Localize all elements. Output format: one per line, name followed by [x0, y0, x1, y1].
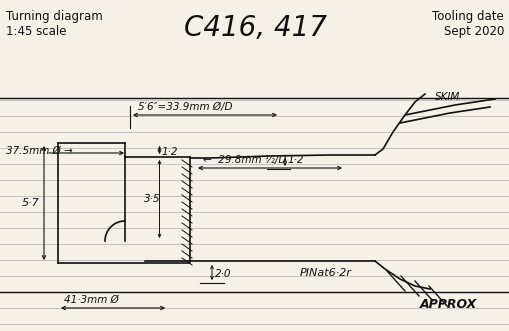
Text: ←  29.8mm ½/D: ← 29.8mm ½/D — [203, 155, 286, 165]
Text: 2·0: 2·0 — [215, 269, 231, 279]
Text: 5′6″=33.9mm Ø/D: 5′6″=33.9mm Ø/D — [138, 102, 232, 112]
Text: Turning diagram
1:45 scale: Turning diagram 1:45 scale — [6, 10, 102, 38]
Text: PINat6·2r: PINat6·2r — [299, 268, 351, 278]
Text: 3·5: 3·5 — [143, 194, 160, 204]
Text: APPROX: APPROX — [419, 299, 476, 311]
Text: 5·7: 5·7 — [22, 198, 40, 208]
Text: 41·3mm Ø: 41·3mm Ø — [64, 295, 119, 305]
Text: 1·2: 1·2 — [288, 155, 304, 165]
Text: 37.5mm Ø →: 37.5mm Ø → — [6, 146, 73, 156]
Text: C416, 417: C416, 417 — [183, 14, 326, 42]
Text: 1·2: 1·2 — [161, 147, 178, 157]
Text: Tooling date
Sept 2020: Tooling date Sept 2020 — [432, 10, 503, 38]
Text: SKIM: SKIM — [434, 92, 460, 102]
